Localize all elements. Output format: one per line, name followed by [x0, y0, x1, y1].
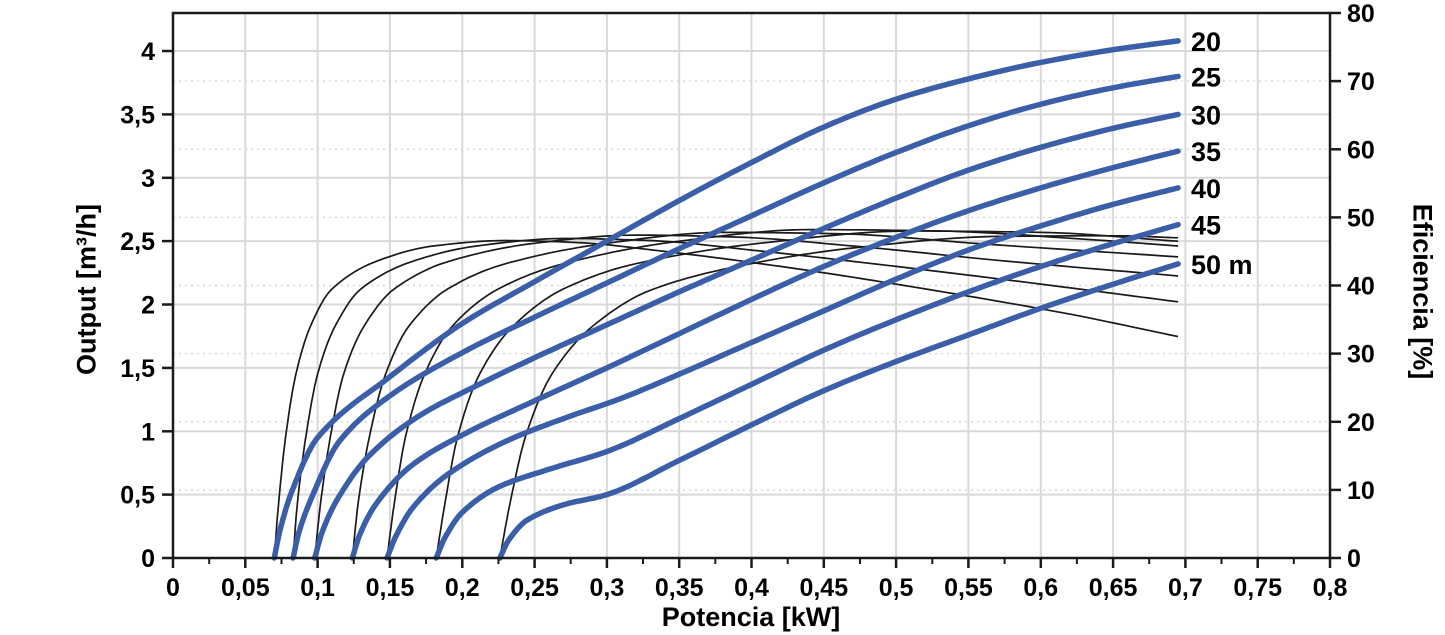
- x-tick-label: 0,75: [1233, 574, 1282, 602]
- x-tick-label: 0,05: [221, 574, 270, 602]
- curve-label-50: 50 m: [1191, 250, 1253, 280]
- output-curve-25m: [290, 73, 1181, 561]
- x-tick-label: 0,2: [445, 574, 480, 602]
- y-right-tick-label: 80: [1347, 0, 1375, 28]
- x-tick-label: 0,65: [1089, 574, 1138, 602]
- curve-label-40: 40: [1191, 174, 1221, 204]
- output-curve-40m: [384, 185, 1181, 561]
- output-curve-20m: [271, 38, 1181, 561]
- y-right-tick-label: 0: [1347, 545, 1361, 573]
- output-curve-35m: [349, 148, 1181, 561]
- x-tick-label: 0,25: [510, 574, 559, 602]
- x-tick-label: 0,6: [1023, 574, 1058, 602]
- efficiency-curve-30m: [313, 234, 1179, 559]
- x-tick-label: 0,7: [1168, 574, 1203, 602]
- curve-label-30: 30: [1191, 100, 1221, 130]
- x-tick-label: 0,1: [300, 574, 335, 602]
- y-right-tick-label: 60: [1347, 136, 1375, 164]
- y-left-tick-label: 3,5: [120, 101, 155, 129]
- axis-tick-labels: 0 0,05 0,1 0,15 0,2 0,25 0,3 0,35 0,4 0,45 0,5 0,55…: [120, 0, 1375, 602]
- y-left-tick-label: 0,5: [120, 482, 155, 510]
- y-left-tick-label: 2: [141, 292, 155, 320]
- y-right-tick-label: 40: [1347, 273, 1375, 301]
- y-left-tick-label: 1: [141, 418, 155, 446]
- y-left-tick-label: 4: [141, 38, 155, 66]
- efficiency-curve-45m: [435, 230, 1179, 559]
- y-right-tick-label: 70: [1347, 68, 1375, 96]
- output-curve-30m: [311, 111, 1181, 561]
- x-tick-label: 0,3: [590, 574, 625, 602]
- y-right-tick-label: 30: [1347, 341, 1375, 369]
- output-curves: [271, 38, 1181, 561]
- output-curve-50m: [497, 261, 1181, 561]
- axis-ticks: [162, 11, 1341, 568]
- x-tick-label: 0: [166, 574, 180, 602]
- output-curve-45m: [433, 221, 1181, 561]
- curve-label-20: 20: [1191, 27, 1221, 57]
- y-left-tick-label: 3: [141, 165, 155, 193]
- x-tick-label: 0,35: [655, 574, 704, 602]
- y-right-tick-label: 50: [1347, 204, 1375, 232]
- efficiency-curve-20m: [273, 239, 1179, 559]
- x-tick-label: 0,55: [944, 574, 993, 602]
- x-tick-label: 0,45: [799, 574, 848, 602]
- efficiency-curve-40m: [386, 228, 1179, 559]
- x-tick-label: 0,8: [1313, 574, 1348, 602]
- x-tick-label: 0,15: [366, 574, 415, 602]
- efficiency-curve-50m: [499, 234, 1179, 559]
- efficiency-curve-25m: [292, 237, 1179, 559]
- efficiency-curves: [273, 228, 1179, 559]
- curve-label-25: 25: [1191, 62, 1221, 92]
- y-left-tick-label: 2,5: [120, 228, 155, 256]
- y-left-tick-label: 0: [141, 545, 155, 573]
- curve-label-35: 35: [1191, 137, 1221, 167]
- curve-label-45: 45: [1191, 211, 1221, 241]
- y-right-tick-label: 10: [1347, 477, 1375, 505]
- x-tick-label: 0,5: [879, 574, 914, 602]
- efficiency-curve-35m: [351, 231, 1179, 559]
- y-right-tick-label: 20: [1347, 409, 1375, 437]
- y-left-tick-label: 1,5: [120, 355, 155, 383]
- curve-labels: 20 25 30 35 40 45 50 m: [1191, 27, 1253, 280]
- x-tick-label: 0,4: [734, 574, 769, 602]
